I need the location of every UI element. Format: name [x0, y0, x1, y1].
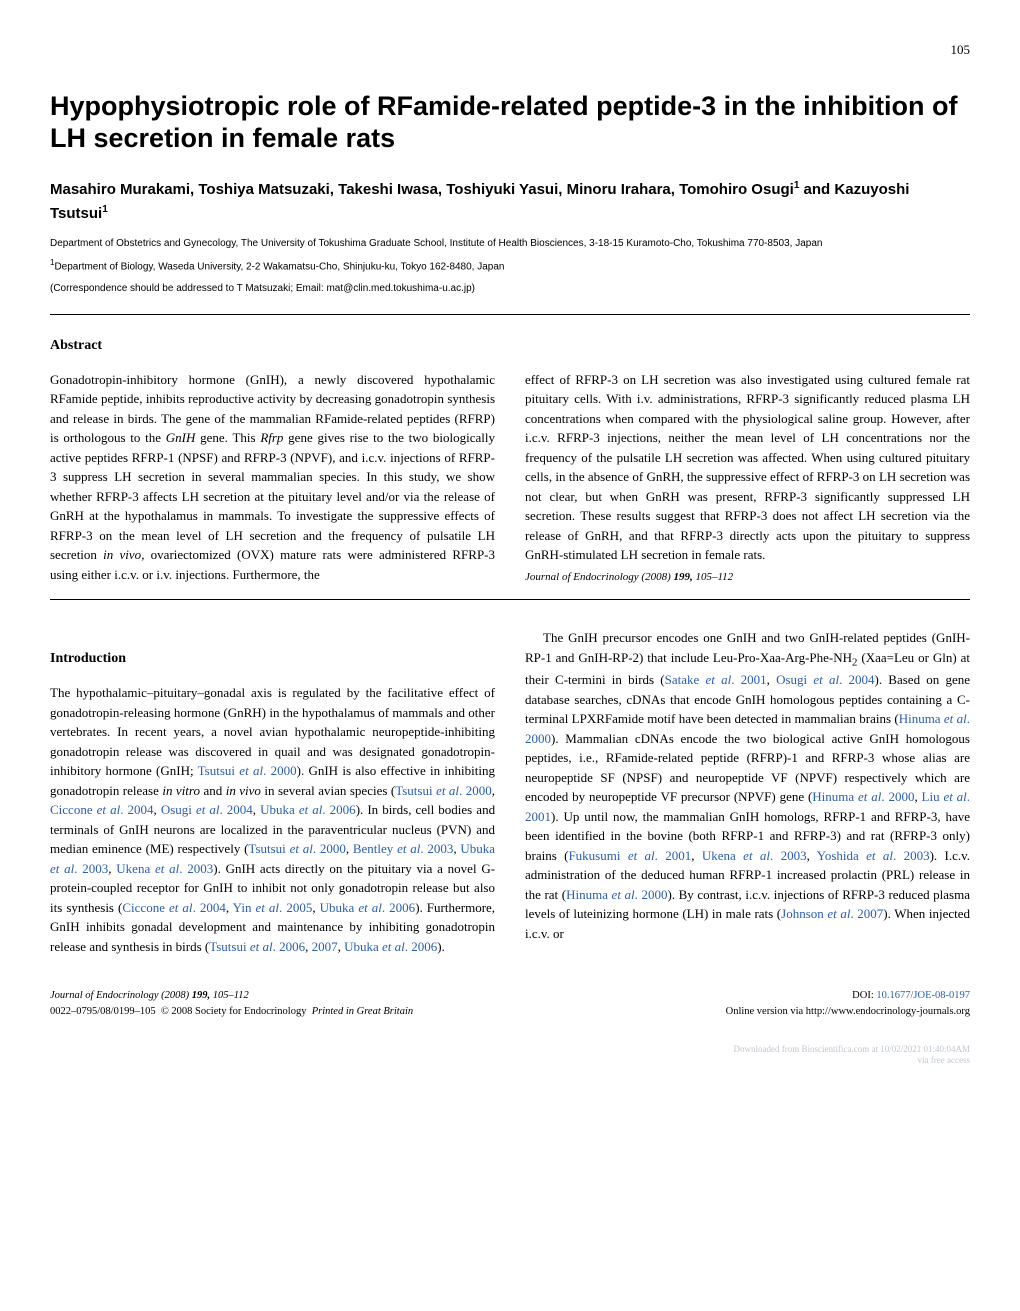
footer-left-line2: 0022–0795/08/0199–105 © 2008 Society for…: [50, 1004, 413, 1020]
abstract-col-left: Gonadotropin-inhibitory hormone (GnIH), …: [50, 370, 495, 586]
body-col-left: Introduction The hypothalamic–pituitary–…: [50, 628, 495, 956]
body-col-right: The GnIH precursor encodes one GnIH and …: [525, 628, 970, 956]
abstract-columns: Gonadotropin-inhibitory hormone (GnIH), …: [50, 370, 970, 586]
intro-right-p1: The GnIH precursor encodes one GnIH and …: [525, 628, 970, 943]
divider-bottom: [50, 599, 970, 600]
download-line1: Downloaded from Bioscientifica.com at 10…: [50, 1044, 970, 1056]
authors-line: Masahiro Murakami, Toshiya Matsuzaki, Ta…: [50, 178, 970, 225]
abstract-col-right: effect of RFRP-3 on LH secretion was als…: [525, 370, 970, 586]
divider-top: [50, 314, 970, 315]
introduction-heading: Introduction: [50, 648, 495, 669]
footer-left: Journal of Endocrinology (2008) 199, 105…: [50, 988, 413, 1020]
journal-citation: Journal of Endocrinology (2008) 199, 105…: [525, 569, 970, 586]
article-title: Hypophysiotropic role of RFamide-related…: [50, 90, 970, 155]
footer-right: DOI: 10.1677/JOE-08-0197 Online version …: [726, 988, 970, 1020]
affiliation-1: Department of Obstetrics and Gynecology,…: [50, 237, 970, 251]
body-columns: Introduction The hypothalamic–pituitary–…: [50, 628, 970, 956]
abstract-heading: Abstract: [50, 335, 970, 356]
intro-left-p1: The hypothalamic–pituitary–gonadal axis …: [50, 683, 495, 956]
download-line2: via free access: [50, 1055, 970, 1067]
affiliation-2: 1Department of Biology, Waseda Universit…: [50, 257, 970, 274]
footer-right-line1: DOI: 10.1677/JOE-08-0197: [726, 988, 970, 1004]
footer-right-line2: Online version via http://www.endocrinol…: [726, 1004, 970, 1020]
download-note: Downloaded from Bioscientifica.com at 10…: [50, 1044, 970, 1067]
page-footer: Journal of Endocrinology (2008) 199, 105…: [50, 988, 970, 1020]
footer-left-line1: Journal of Endocrinology (2008) 199, 105…: [50, 988, 413, 1004]
abstract-right-text: effect of RFRP-3 on LH secretion was als…: [525, 372, 970, 563]
page-number: 105: [50, 40, 970, 60]
correspondence-line: (Correspondence should be addressed to T…: [50, 281, 970, 296]
